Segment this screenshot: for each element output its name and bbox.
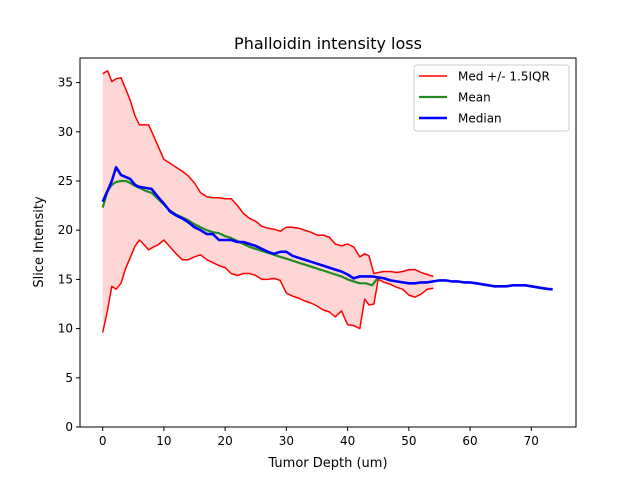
legend-label: Median xyxy=(458,112,502,126)
y-tick-label: 5 xyxy=(65,371,73,385)
series-line-median xyxy=(101,165,553,291)
chart-title: Phalloidin intensity loss xyxy=(234,34,422,53)
x-tick-label: 30 xyxy=(279,434,294,448)
y-tick-label: 25 xyxy=(58,174,73,188)
legend-box xyxy=(413,64,570,132)
x-tick-label: 10 xyxy=(156,434,171,448)
iqr-band-fill xyxy=(102,70,434,333)
plot-frame xyxy=(79,57,577,428)
x-axis-label: Tumor Depth (um) xyxy=(267,456,387,471)
x-tick-label: 60 xyxy=(462,434,477,448)
legend-label: Mean xyxy=(458,91,491,105)
y-tick-label: 15 xyxy=(58,272,73,286)
axes: 0 10 20 30 40 50 60 70 0 5 10 15 20 25 30 35 xyxy=(58,76,539,448)
y-tick-label: 30 xyxy=(58,125,73,139)
plot-area xyxy=(101,70,553,333)
x-tick-label: 0 xyxy=(99,434,107,448)
y-tick-label: 20 xyxy=(58,223,73,237)
x-tick-label: 70 xyxy=(524,434,539,448)
legend-label: Med +/- 1.5IQR xyxy=(458,70,550,84)
x-tick-label: 20 xyxy=(217,434,232,448)
y-tick-label: 10 xyxy=(58,322,73,336)
x-tick-label: 50 xyxy=(401,434,416,448)
y-tick-label: 0 xyxy=(65,420,73,434)
legend: Med +/- 1.5IQR Mean Median xyxy=(413,64,570,132)
y-tick-label: 35 xyxy=(58,76,73,90)
series-line-lower-bound xyxy=(101,239,434,333)
x-tick-label: 40 xyxy=(340,434,355,448)
series-line-upper-bound xyxy=(102,70,434,278)
y-axis-label: Slice Intensity xyxy=(32,196,47,288)
